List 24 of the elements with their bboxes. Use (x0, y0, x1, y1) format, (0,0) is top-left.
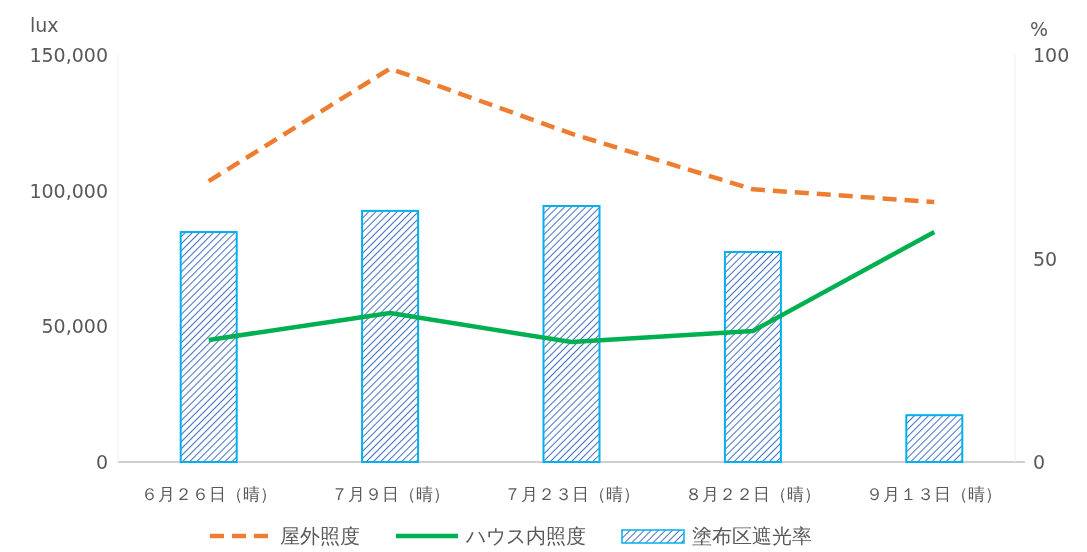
y2-tick-label: 0 (1033, 451, 1046, 473)
x-tick-label: ７月９日（晴） (330, 484, 450, 504)
bar (179, 231, 238, 463)
y-tick-label: 0 (95, 451, 108, 473)
bar (542, 205, 601, 463)
y2-axis-title: % (1030, 18, 1049, 40)
x-tick-label: ９月１３日（晴） (866, 484, 1003, 504)
y2-tick-label: 50 (1033, 247, 1058, 270)
bar (723, 250, 782, 463)
legend-label: 屋外照度 (280, 524, 360, 548)
legend-label: ハウス内照度 (465, 524, 586, 548)
x-tick-label: ６月２６日（晴） (140, 484, 277, 504)
x-tick-label: ７月２３日（晴） (503, 484, 640, 504)
bar (361, 209, 420, 463)
x-tick-label: ８月２２日（晴） (684, 484, 821, 504)
line-series (206, 229, 937, 345)
y-axis-title: lux (30, 14, 59, 36)
y2-tick-label: 100 (1033, 44, 1070, 66)
y-tick-label: 50,000 (41, 315, 108, 338)
y-tick-label: 100,000 (29, 179, 108, 202)
line-series (206, 66, 937, 205)
legend-label: 塗布区遮光率 (692, 524, 812, 548)
bar (905, 414, 964, 463)
y-tick-label: 150,000 (29, 44, 108, 66)
